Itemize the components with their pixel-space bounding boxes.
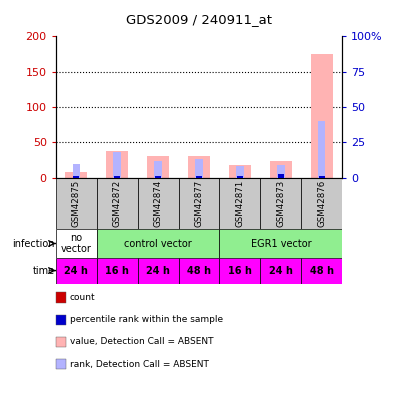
Bar (269, 161, 292, 178)
Bar (72, 164, 80, 178)
Bar (237, 174, 243, 178)
Bar (278, 174, 284, 178)
Bar (138, 178, 179, 229)
Bar (196, 175, 202, 178)
Text: rank, Detection Call = ABSENT: rank, Detection Call = ABSENT (70, 360, 209, 369)
Text: GSM42875: GSM42875 (72, 180, 81, 227)
Bar (310, 54, 333, 178)
Text: 24 h: 24 h (64, 266, 88, 275)
Bar (236, 166, 244, 178)
Bar (138, 258, 179, 283)
Text: GSM42874: GSM42874 (154, 180, 162, 227)
Bar (301, 178, 342, 229)
Bar (260, 178, 301, 229)
Text: no
vector: no vector (61, 233, 92, 254)
Bar (179, 258, 219, 283)
Text: GDS2009 / 240911_at: GDS2009 / 240911_at (126, 13, 272, 26)
Bar (179, 178, 219, 229)
Bar (97, 258, 138, 283)
Bar (278, 172, 284, 178)
Bar (56, 229, 97, 258)
Bar (277, 165, 285, 178)
Bar (229, 165, 251, 178)
Text: value, Detection Call = ABSENT: value, Detection Call = ABSENT (70, 337, 213, 346)
Text: GSM42876: GSM42876 (317, 180, 326, 227)
Bar (319, 175, 325, 178)
Bar (56, 178, 97, 229)
Text: count: count (70, 293, 95, 302)
Text: percentile rank within the sample: percentile rank within the sample (70, 315, 223, 324)
Bar (219, 178, 260, 229)
Bar (73, 173, 79, 178)
Bar (56, 258, 97, 283)
Bar (301, 258, 342, 283)
Bar (260, 258, 301, 283)
Text: control vector: control vector (124, 239, 192, 249)
Bar (219, 229, 342, 258)
Text: infection: infection (12, 239, 55, 249)
Bar (97, 178, 138, 229)
Bar (113, 152, 121, 178)
Bar (196, 174, 202, 178)
Text: GSM42877: GSM42877 (195, 180, 203, 227)
Bar (65, 172, 88, 178)
Bar (237, 175, 243, 178)
Text: 24 h: 24 h (146, 266, 170, 275)
Text: 16 h: 16 h (105, 266, 129, 275)
Bar (114, 175, 120, 178)
Bar (154, 161, 162, 178)
Text: GSM42873: GSM42873 (276, 180, 285, 227)
Bar (195, 159, 203, 178)
Text: 48 h: 48 h (310, 266, 334, 275)
Bar (318, 121, 326, 178)
Bar (155, 175, 161, 178)
Bar (147, 156, 169, 178)
Bar (114, 174, 120, 178)
Text: GSM42872: GSM42872 (113, 180, 122, 227)
Bar (106, 151, 129, 178)
Text: EGR1 vector: EGR1 vector (251, 239, 311, 249)
Text: 24 h: 24 h (269, 266, 293, 275)
Bar (188, 156, 210, 178)
Text: 48 h: 48 h (187, 266, 211, 275)
Bar (219, 258, 260, 283)
Text: GSM42871: GSM42871 (236, 180, 244, 227)
Bar (97, 229, 219, 258)
Bar (155, 174, 161, 178)
Text: 16 h: 16 h (228, 266, 252, 275)
Text: time: time (33, 266, 55, 275)
Bar (319, 174, 325, 178)
Bar (73, 175, 79, 178)
